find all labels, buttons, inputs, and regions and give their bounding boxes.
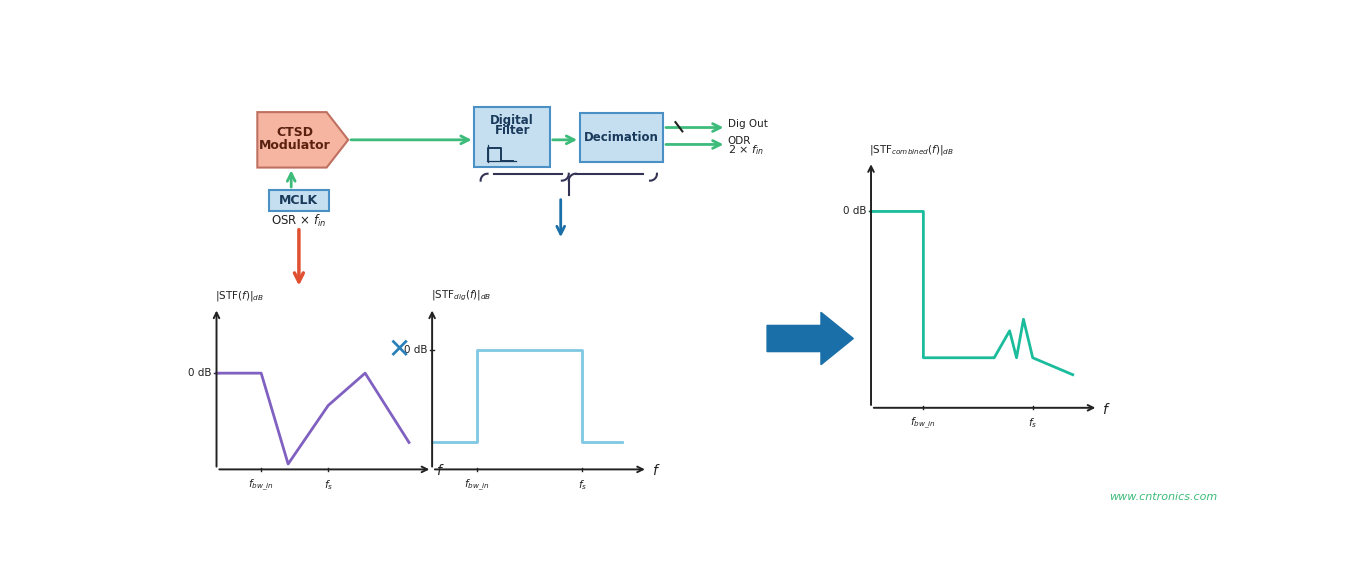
Text: www.cntronics.com: www.cntronics.com [1109,492,1217,502]
Text: Filter: Filter [494,124,530,137]
Text: Decimation: Decimation [585,131,658,144]
Text: $f_{bw\_in}$: $f_{bw\_in}$ [464,478,490,493]
Text: Digital: Digital [490,114,534,127]
Text: $|$STF$_{dig}(f)|_{dB}$: $|$STF$_{dig}(f)|_{dB}$ [430,289,492,303]
FancyBboxPatch shape [269,190,329,210]
Text: $f_s$: $f_s$ [1029,416,1037,430]
Text: $|$STF$_{combined}(f)|_{dB}$: $|$STF$_{combined}(f)|_{dB}$ [870,143,955,157]
Polygon shape [257,112,348,167]
Text: 0 dB: 0 dB [189,368,212,378]
Text: Modulator: Modulator [260,139,331,152]
Text: $f$: $f$ [652,463,660,478]
Text: $f$: $f$ [1102,402,1111,417]
Text: 0 dB: 0 dB [843,206,866,216]
Text: Dig Out: Dig Out [728,120,768,129]
Polygon shape [768,312,854,365]
Text: $|$STF$(f)|_{dB}$: $|$STF$(f)|_{dB}$ [214,289,264,303]
Text: $f_{bw\_in}$: $f_{bw\_in}$ [910,416,936,431]
Text: 2 × $f_{in}$: 2 × $f_{in}$ [728,143,764,157]
Text: ODR: ODR [728,136,751,145]
Text: $f_s$: $f_s$ [578,478,587,492]
Text: $f_{bw\_in}$: $f_{bw\_in}$ [249,478,275,493]
FancyBboxPatch shape [474,107,550,167]
Text: MCLK: MCLK [279,194,318,207]
Text: CTSD: CTSD [276,126,314,139]
Text: $f$: $f$ [436,463,444,478]
Text: OSR × $f_{in}$: OSR × $f_{in}$ [272,213,326,229]
FancyBboxPatch shape [581,113,663,162]
Text: $f_s$: $f_s$ [324,478,333,492]
Text: ✕: ✕ [388,336,411,364]
Text: 0 dB: 0 dB [404,345,428,355]
